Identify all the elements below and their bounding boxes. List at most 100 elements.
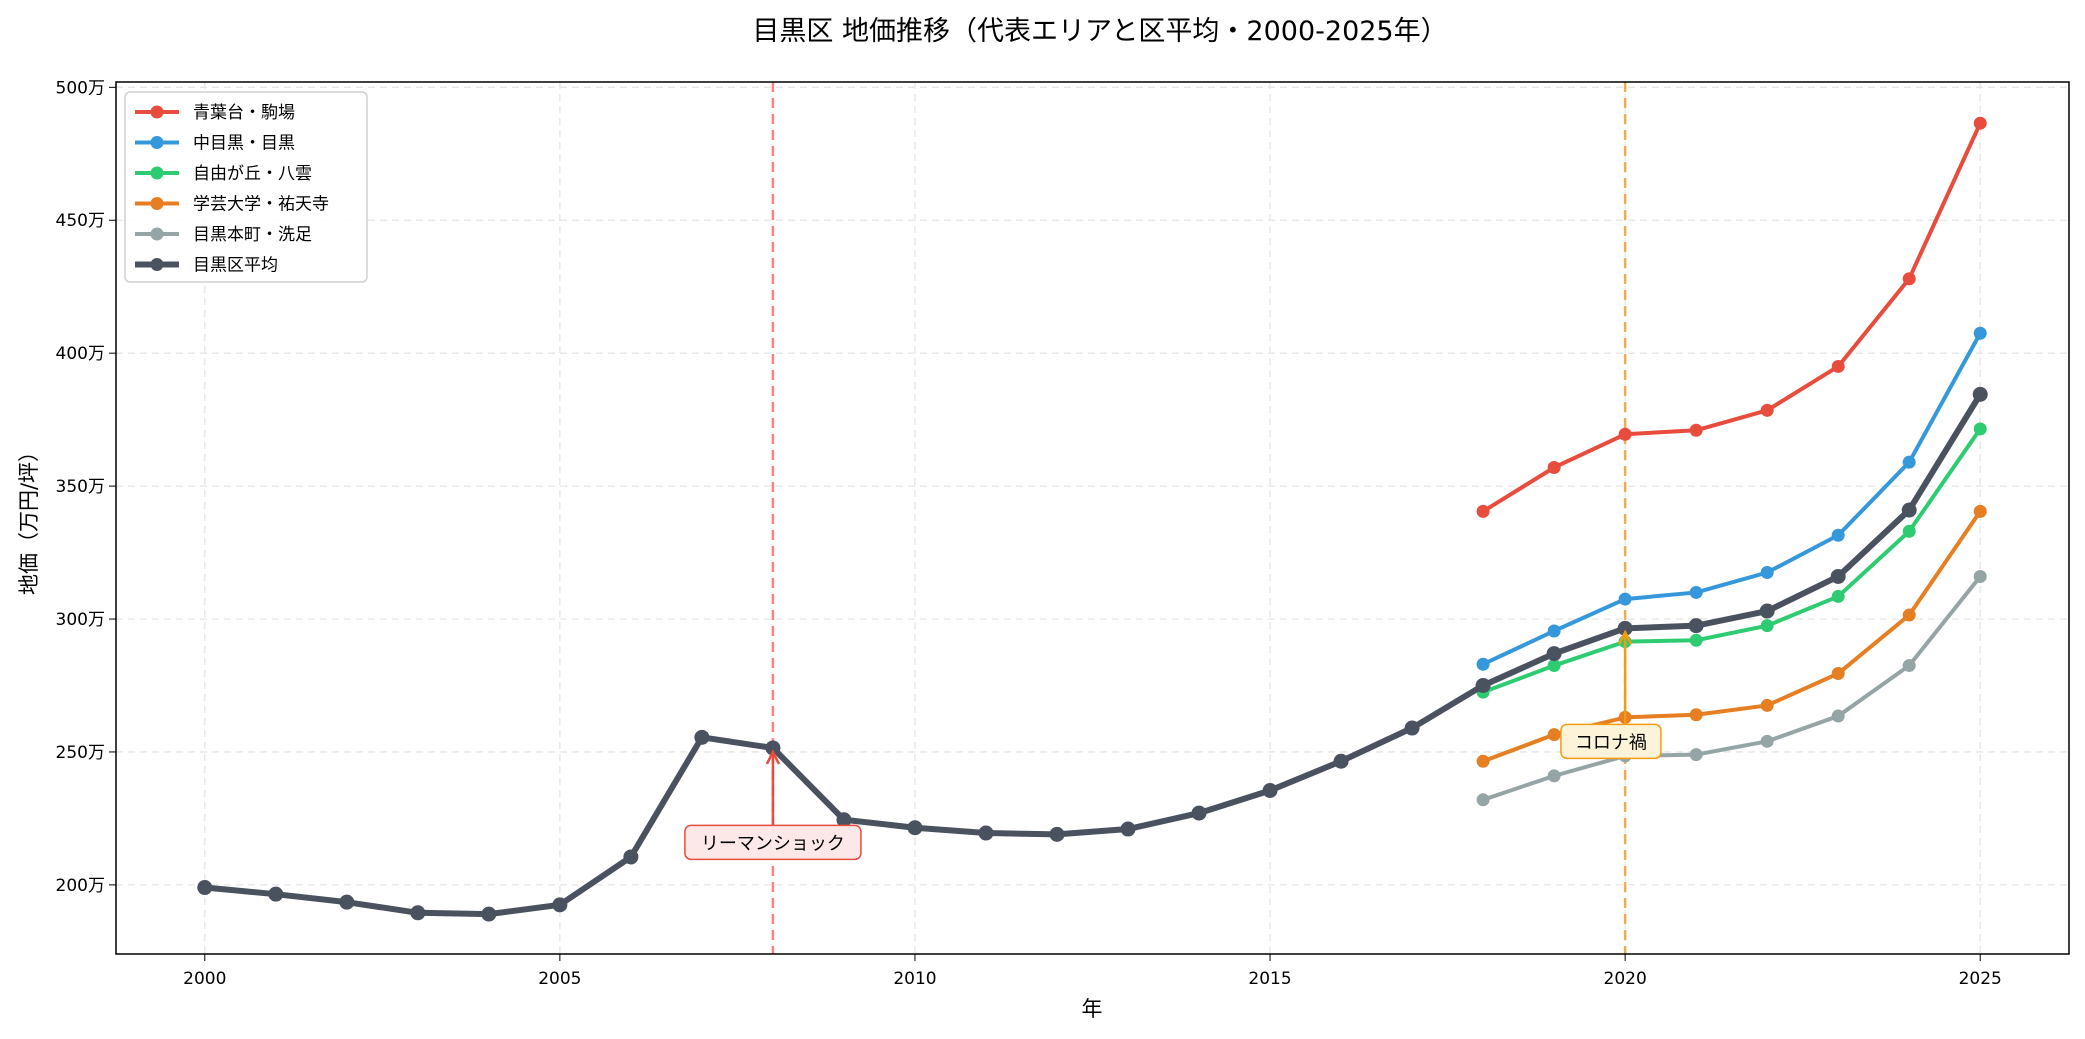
chart-title: 目黒区 地価推移（代表エリアと区平均・2000-2025年）: [752, 16, 1447, 47]
legend-label: 自由が丘・八雲: [193, 164, 312, 184]
data-point: [1120, 821, 1136, 837]
annotations: リーマンショック コロナ禍: [684, 629, 1662, 861]
y-tick-label: 200万: [56, 876, 105, 896]
data-point: [1476, 754, 1490, 768]
series-lines: [197, 116, 1988, 922]
data-point: [1049, 826, 1065, 842]
arrow-head-icon: [1618, 629, 1633, 645]
data-point: [1547, 769, 1561, 783]
data-point: [1618, 427, 1632, 441]
axes: 2000 2005 2010 2015 2020 2025 200万 250万 300万 350万…: [56, 78, 2002, 989]
data-point: [623, 849, 639, 865]
data-point: [1689, 748, 1703, 762]
y-tick-label: 450万: [56, 211, 105, 231]
legend-box: [124, 91, 368, 283]
data-point: [1333, 753, 1349, 769]
data-point: [1973, 569, 1987, 583]
arrow-head-icon: [765, 749, 781, 765]
data-point: [1760, 734, 1774, 748]
data-point: [1476, 657, 1490, 671]
data-point: [765, 740, 781, 756]
x-tick-label: 2020: [1604, 969, 1647, 989]
legend-label: 学芸大学・祐天寺: [193, 195, 329, 215]
data-point: [1475, 677, 1491, 693]
data-point: [268, 886, 284, 902]
data-point: [1547, 624, 1561, 638]
x-tick-label: 2015: [1248, 969, 1291, 989]
legend-marker: [150, 136, 164, 149]
y-axis-label: 地価（万円/坪）: [17, 441, 41, 595]
data-point: [1547, 460, 1561, 474]
data-point: [1759, 603, 1775, 619]
data-point: [1476, 504, 1490, 518]
data-point: [339, 894, 355, 910]
data-point: [1831, 528, 1845, 542]
data-point: [836, 812, 852, 828]
data-point: [1476, 793, 1490, 807]
data-point: [1902, 608, 1916, 622]
data-point: [1760, 403, 1774, 417]
series-line: [1482, 122, 1983, 514]
data-point: [1902, 272, 1916, 286]
x-tick-label: 2010: [893, 969, 936, 989]
data-point: [1972, 386, 1988, 402]
legend-marker: [150, 197, 164, 210]
data-point: [1689, 585, 1703, 599]
data-point: [1760, 566, 1774, 579]
y-tick-label: 350万: [56, 477, 105, 497]
legend-marker: [150, 166, 164, 180]
data-point: [1831, 667, 1845, 681]
grid: [116, 82, 2069, 954]
legend-label: 目黒本町・洗足: [193, 225, 312, 245]
legend-marker: [150, 105, 164, 119]
data-point: [1901, 502, 1917, 518]
legend-label: 中目黒・目黒: [193, 134, 295, 154]
data-point: [410, 905, 426, 921]
data-point: [1689, 633, 1703, 647]
legend-label: 目黒区平均: [193, 256, 278, 276]
data-point: [1547, 659, 1561, 673]
data-point: [1617, 620, 1633, 636]
y-tick-label: 300万: [56, 610, 105, 630]
data-point: [1973, 326, 1987, 340]
data-point: [694, 729, 710, 745]
data-point: [1902, 455, 1916, 469]
data-point: [1689, 423, 1703, 437]
data-point: [1547, 728, 1561, 742]
data-point: [1618, 592, 1632, 606]
data-point: [1973, 504, 1987, 518]
data-point: [481, 906, 497, 922]
data-point: [1831, 589, 1845, 603]
data-point: [1760, 698, 1774, 712]
data-point: [1831, 359, 1845, 373]
y-tick-label: 400万: [56, 344, 105, 364]
series-line: [1482, 427, 1982, 695]
annotation-box: [684, 824, 862, 861]
data-point: [1688, 618, 1704, 634]
data-point: [1830, 568, 1846, 584]
legend-marker: [150, 258, 164, 271]
x-tick-label: 2000: [183, 969, 226, 989]
legend-label: 青葉台・駒場: [193, 103, 295, 123]
data-point: [907, 820, 923, 836]
data-point: [1902, 659, 1916, 673]
annotation-box: [1560, 723, 1662, 760]
data-point: [197, 880, 213, 896]
x-tick-label: 2025: [1959, 969, 2002, 989]
x-axis-label: 年: [1082, 997, 1103, 1021]
data-point: [1404, 720, 1420, 736]
series-line: [204, 392, 1983, 918]
data-point: [1973, 422, 1987, 436]
x-tick-label: 2005: [538, 969, 581, 989]
data-point: [1973, 116, 1987, 130]
annotation-label: リーマンショック: [701, 833, 845, 854]
data-point: [1191, 805, 1207, 821]
plot-frame: [115, 81, 2070, 955]
data-point: [1760, 619, 1774, 633]
data-point: [552, 897, 568, 913]
y-tick-label: 500万: [56, 78, 105, 98]
data-point: [1902, 524, 1916, 538]
data-point: [1831, 709, 1845, 723]
